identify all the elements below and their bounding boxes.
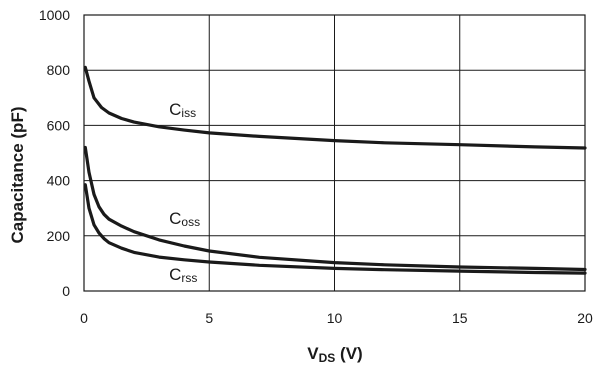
series-label-main: C (169, 209, 181, 228)
x-tick-label: 15 (452, 310, 468, 326)
x-axis-label-subscript: DS (319, 351, 336, 365)
y-tick-label: 600 (47, 117, 71, 133)
series-label-ciss: Ciss (169, 100, 196, 120)
x-tick-labels: 0 5 10 15 20 (80, 310, 593, 326)
x-tick-label: 0 (80, 310, 88, 326)
y-tick-label: 400 (47, 173, 71, 189)
series-label-coss: Coss (169, 209, 200, 229)
y-axis-label: Capacitance (pF) (8, 107, 27, 244)
x-tick-label: 10 (327, 310, 343, 326)
series-label-subscript: rss (181, 271, 197, 285)
y-tick-label: 800 (47, 62, 71, 78)
x-axis-label-main: V (307, 344, 319, 363)
series-line-ciss (83, 65, 587, 150)
y-tick-label: 1000 (39, 7, 70, 23)
series-group (83, 65, 587, 275)
series-label-main: C (169, 265, 181, 284)
series-line-coss (83, 145, 587, 272)
y-tick-labels: 0 200 400 600 800 1000 (39, 7, 70, 299)
y-tick-label: 200 (47, 228, 71, 244)
x-axis-label-unit: (V) (335, 344, 362, 363)
series-label-main: C (169, 100, 181, 119)
x-tick-label: 5 (205, 310, 213, 326)
x-tick-label: 20 (577, 310, 593, 326)
y-tick-label: 0 (62, 283, 70, 299)
series-label-subscript: iss (181, 106, 196, 120)
x-axis-label: VDS (V) (307, 344, 362, 365)
plot-frame (83, 14, 586, 292)
grid (83, 14, 586, 292)
series-label-crss: Crss (169, 265, 197, 285)
series-line-crss (83, 183, 587, 275)
series-label-subscript: oss (181, 215, 200, 229)
